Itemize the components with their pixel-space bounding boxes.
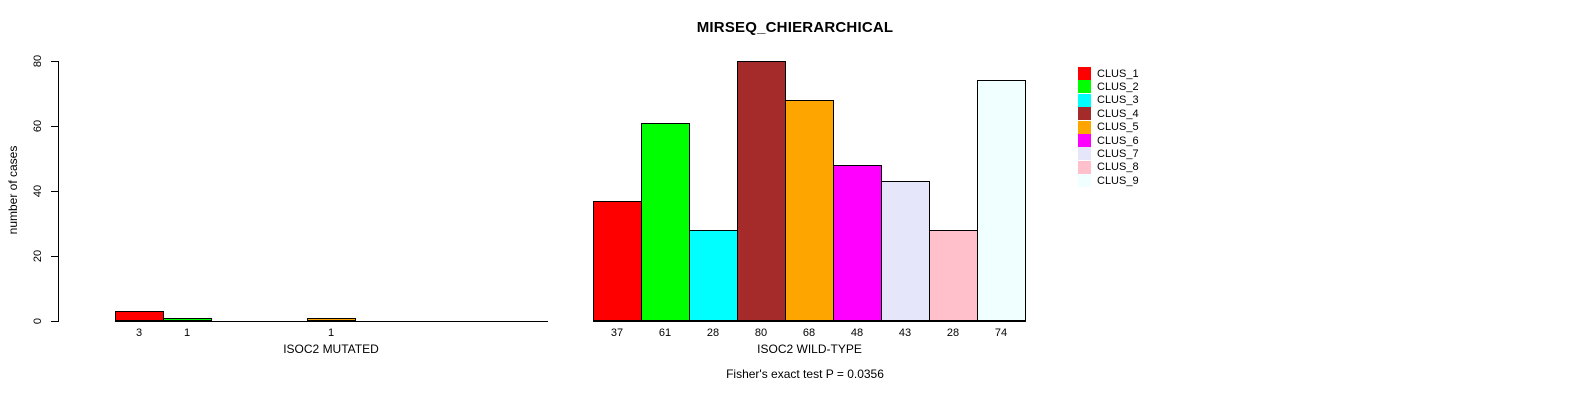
bar-clus_1 xyxy=(115,311,164,321)
legend-label-clus_6: CLUS_6 xyxy=(1097,134,1139,147)
bar-clus_2 xyxy=(641,123,690,321)
legend-swatch-clus_7 xyxy=(1078,147,1091,161)
bar-value-label: 68 xyxy=(802,327,816,339)
legend-swatch-clus_2 xyxy=(1078,80,1091,94)
legend-swatch-clus_1 xyxy=(1078,67,1091,80)
y-axis-tick-label: 0 xyxy=(32,317,44,325)
legend-swatch-clus_8 xyxy=(1078,160,1091,174)
y-axis-tick-label: 40 xyxy=(32,184,44,198)
bar-clus_3 xyxy=(689,230,738,321)
bar-clus_7 xyxy=(881,181,930,321)
y-axis-title: number of cases xyxy=(6,145,20,235)
bar-value-label: 48 xyxy=(850,327,864,339)
y-axis-tick-label: 80 xyxy=(32,54,44,68)
y-axis-tick xyxy=(51,60,58,62)
legend-label-clus_9: CLUS_9 xyxy=(1097,174,1139,187)
bar-value-label: 61 xyxy=(658,327,672,339)
legend-swatch-clus_5 xyxy=(1078,120,1091,134)
x-axis-label-wildtype: ISOC2 WILD-TYPE xyxy=(757,342,862,356)
legend-label-clus_1: CLUS_1 xyxy=(1097,67,1139,80)
y-axis-tick-label: 60 xyxy=(32,119,44,133)
fisher-test-annotation: Fisher's exact test P = 0.0356 xyxy=(726,367,884,381)
legend-label-clus_7: CLUS_7 xyxy=(1097,147,1139,160)
bar-value-label: 28 xyxy=(706,327,720,339)
bar-value-label: 74 xyxy=(994,327,1008,339)
bar-value-label: 1 xyxy=(183,327,191,339)
y-axis-tick xyxy=(51,190,58,192)
legend-label-clus_5: CLUS_5 xyxy=(1097,121,1139,134)
bar-clus_2 xyxy=(163,318,212,321)
x-axis-label-mutated: ISOC2 MUTATED xyxy=(283,342,379,356)
bar-value-label: 37 xyxy=(610,327,624,339)
bar-clus_4 xyxy=(737,61,786,321)
bar-value-label: 28 xyxy=(946,327,960,339)
bar-value-label: 80 xyxy=(754,327,768,339)
bar-value-label: 1 xyxy=(327,327,335,339)
legend-label-clus_3: CLUS_3 xyxy=(1097,94,1139,107)
bar-clus_8 xyxy=(929,230,978,321)
legend-label-clus_2: CLUS_2 xyxy=(1097,80,1139,93)
legend-label-clus_4: CLUS_4 xyxy=(1097,107,1139,120)
y-axis-line xyxy=(58,61,59,322)
bar-clus_6 xyxy=(833,165,882,321)
legend-swatch-clus_3 xyxy=(1078,93,1091,107)
bar-clus_5 xyxy=(785,100,834,321)
y-axis-tick xyxy=(51,125,58,127)
bar-value-label: 3 xyxy=(135,327,143,339)
legend-swatch-clus_6 xyxy=(1078,134,1091,147)
bar-clus_5 xyxy=(307,318,356,321)
y-axis-tick xyxy=(51,255,58,257)
bar-value-label: 43 xyxy=(898,327,912,339)
bar-clus_9 xyxy=(977,80,1026,321)
chart-title: MIRSEQ_CHIERARCHICAL xyxy=(696,19,894,36)
x-axis-baseline xyxy=(593,321,1026,322)
bar-clus_1 xyxy=(593,201,642,321)
y-axis-tick xyxy=(51,320,58,322)
x-axis-baseline xyxy=(115,321,548,322)
legend-swatch-clus_9 xyxy=(1078,174,1091,188)
legend-swatch-clus_4 xyxy=(1078,107,1091,121)
y-axis-tick-label: 20 xyxy=(32,249,44,263)
legend-label-clus_8: CLUS_8 xyxy=(1097,161,1139,174)
